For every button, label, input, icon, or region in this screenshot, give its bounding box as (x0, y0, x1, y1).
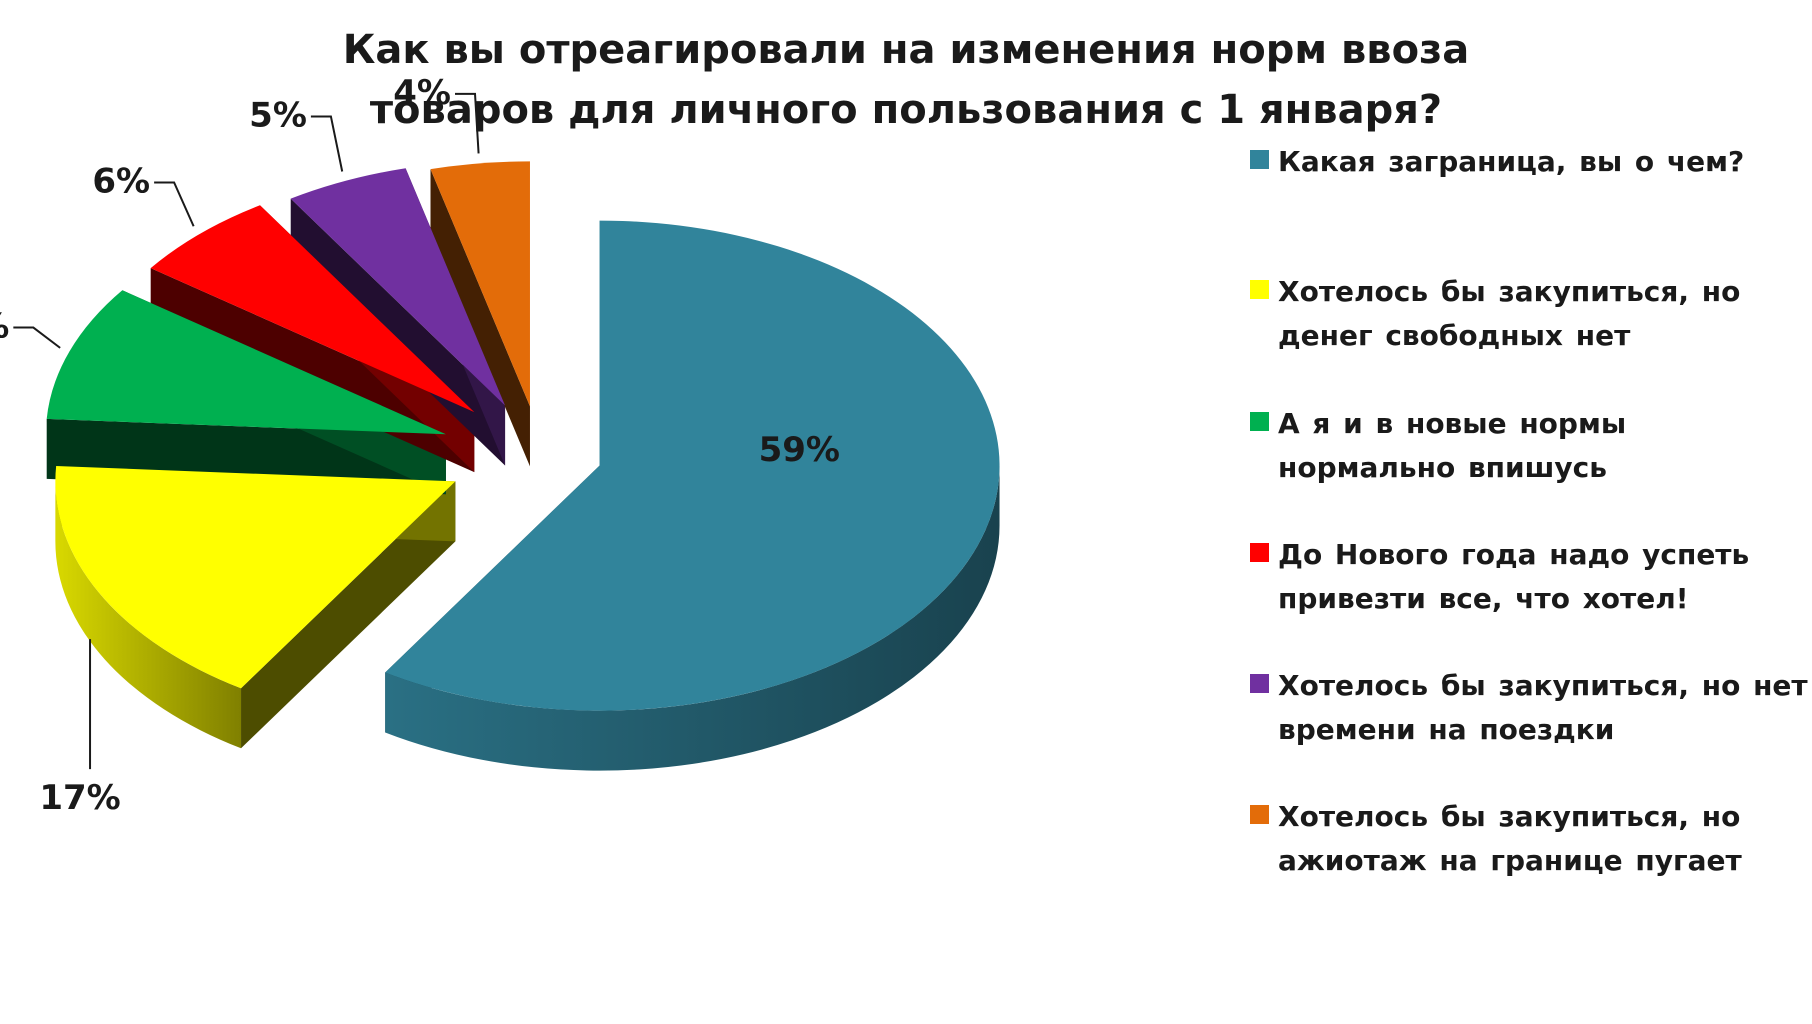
legend-item-new-year: До Нового года надо успеть привезти все,… (1250, 533, 1808, 621)
legend-swatch-new-year (1250, 543, 1269, 562)
pie-slice-cut-face-no-money (241, 481, 456, 749)
pie-slice-cut-face-border-rush (430, 169, 530, 467)
data-label-no-time: 5% (249, 95, 307, 135)
pie-slice-fits-norms (46, 290, 446, 435)
data-label-abroad: 59% (759, 430, 840, 470)
legend-label-abroad: Какая заграница, вы о чем? (1278, 145, 1745, 178)
data-label-no-money: 17% (39, 778, 120, 818)
pie-slice-no-money (55, 466, 456, 689)
chart-title: Как вы отреагировали на изменения норм в… (0, 20, 1812, 140)
data-label-border-rush: 4% (393, 73, 451, 113)
pie-slice-wall-no-money (55, 481, 242, 749)
leader-line-no-time (310, 115, 344, 172)
legend-swatch-abroad (1250, 150, 1269, 169)
legend-label-new-year: До Нового года надо успеть привезти все,… (1278, 538, 1750, 615)
legend-label-no-time: Хотелось бы закупиться, но нет времени н… (1278, 669, 1808, 746)
legend-item-abroad: Какая заграница, вы о чем? (1250, 140, 1808, 184)
legend-label-no-money: Хотелось бы закупиться, но денег свободн… (1278, 275, 1741, 352)
legend-label-fits-norms: А я и в новые нормы нормально впишусь (1278, 407, 1627, 484)
pie-slice-border-rush (430, 161, 530, 407)
legend-item-border-rush: Хотелось бы закупиться, но ажиотаж на гр… (1250, 795, 1808, 883)
pie-slice-new-year (150, 205, 475, 413)
legend-item-no-money: Хотелось бы закупиться, но денег свободн… (1250, 270, 1808, 358)
pie-slice-abroad (385, 220, 1000, 711)
pie-top-layer (46, 161, 1000, 711)
data-label-fits-norms: 9% (0, 307, 9, 347)
legend-item-fits-norms: А я и в новые нормы нормально впишусь (1250, 402, 1808, 490)
leader-line-fits-norms (13, 326, 61, 349)
leader-line-border-rush (455, 92, 480, 154)
data-label-new-year: 6% (92, 162, 150, 202)
legend-swatch-border-rush (1250, 805, 1269, 824)
chart-title-line-2: товаров для личного пользования с 1 янва… (369, 87, 1443, 133)
legend-swatch-no-time (1250, 674, 1269, 693)
leader-line-new-year (154, 181, 195, 227)
pie-slice-no-time (290, 168, 506, 406)
legend-swatch-fits-norms (1250, 412, 1269, 431)
legend-label-border-rush: Хотелось бы закупиться, но ажиотаж на гр… (1278, 800, 1742, 877)
legend-item-no-time: Хотелось бы закупиться, но нет времени н… (1250, 664, 1808, 752)
legend-swatch-no-money (1250, 280, 1269, 299)
pie-slice-wall-abroad (385, 465, 1000, 771)
pie-label-layer: 59% 17% 9% 6% 5% 4% (0, 73, 840, 818)
chart-title-line-1: Как вы отреагировали на изменения норм в… (342, 27, 1470, 73)
